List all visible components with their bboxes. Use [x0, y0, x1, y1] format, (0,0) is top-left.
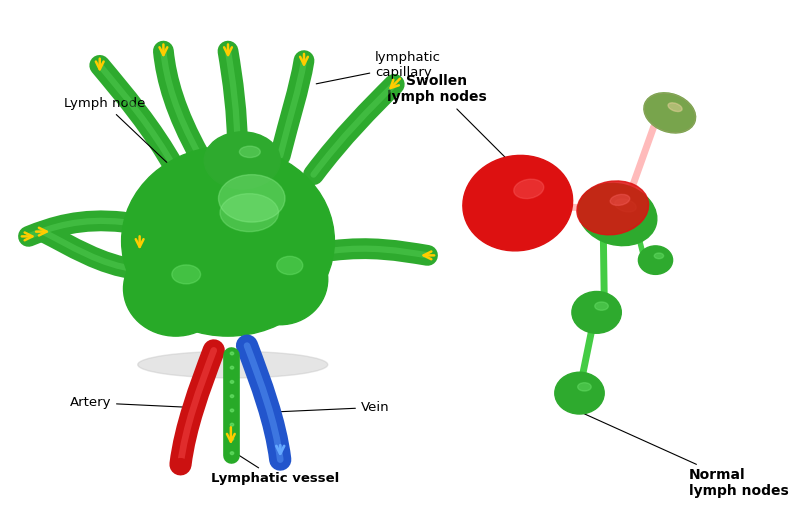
- Ellipse shape: [644, 93, 695, 133]
- Ellipse shape: [226, 365, 236, 373]
- Ellipse shape: [594, 302, 608, 310]
- Ellipse shape: [654, 253, 664, 259]
- Ellipse shape: [572, 291, 622, 333]
- Ellipse shape: [239, 146, 260, 158]
- Ellipse shape: [577, 181, 649, 235]
- Text: Normal
lymph nodes: Normal lymph nodes: [573, 408, 789, 498]
- Ellipse shape: [644, 93, 695, 133]
- Ellipse shape: [230, 452, 234, 455]
- Text: lymphatic
capillary: lymphatic capillary: [316, 51, 442, 84]
- Ellipse shape: [173, 459, 188, 470]
- Ellipse shape: [668, 103, 682, 111]
- Text: Lymphatic vessel: Lymphatic vessel: [211, 452, 340, 485]
- Ellipse shape: [578, 183, 657, 246]
- Ellipse shape: [226, 451, 236, 459]
- Ellipse shape: [138, 351, 328, 378]
- Ellipse shape: [233, 234, 328, 325]
- Text: Vein: Vein: [274, 401, 390, 414]
- Ellipse shape: [614, 199, 636, 212]
- Ellipse shape: [610, 194, 630, 205]
- Ellipse shape: [226, 394, 236, 402]
- Ellipse shape: [230, 381, 234, 383]
- Ellipse shape: [123, 241, 228, 336]
- Ellipse shape: [218, 175, 285, 222]
- Ellipse shape: [230, 352, 234, 355]
- Ellipse shape: [514, 179, 544, 198]
- Ellipse shape: [277, 256, 303, 275]
- Ellipse shape: [668, 103, 682, 111]
- Ellipse shape: [230, 437, 234, 440]
- Ellipse shape: [172, 265, 201, 284]
- Ellipse shape: [226, 351, 236, 359]
- Ellipse shape: [220, 194, 278, 232]
- Ellipse shape: [122, 146, 334, 336]
- Ellipse shape: [230, 423, 234, 426]
- Ellipse shape: [226, 408, 236, 416]
- Ellipse shape: [230, 409, 234, 412]
- Ellipse shape: [204, 132, 280, 189]
- Ellipse shape: [230, 395, 234, 397]
- Text: Lymph node: Lymph node: [64, 97, 193, 187]
- Text: Swollen
lymph nodes: Swollen lymph nodes: [387, 74, 544, 196]
- Ellipse shape: [578, 383, 591, 391]
- Ellipse shape: [230, 366, 234, 369]
- Ellipse shape: [463, 155, 573, 251]
- Ellipse shape: [226, 380, 236, 387]
- Ellipse shape: [638, 246, 673, 275]
- Text: Artery: Artery: [70, 396, 187, 409]
- Ellipse shape: [226, 423, 236, 430]
- Ellipse shape: [226, 437, 236, 445]
- Ellipse shape: [554, 372, 604, 414]
